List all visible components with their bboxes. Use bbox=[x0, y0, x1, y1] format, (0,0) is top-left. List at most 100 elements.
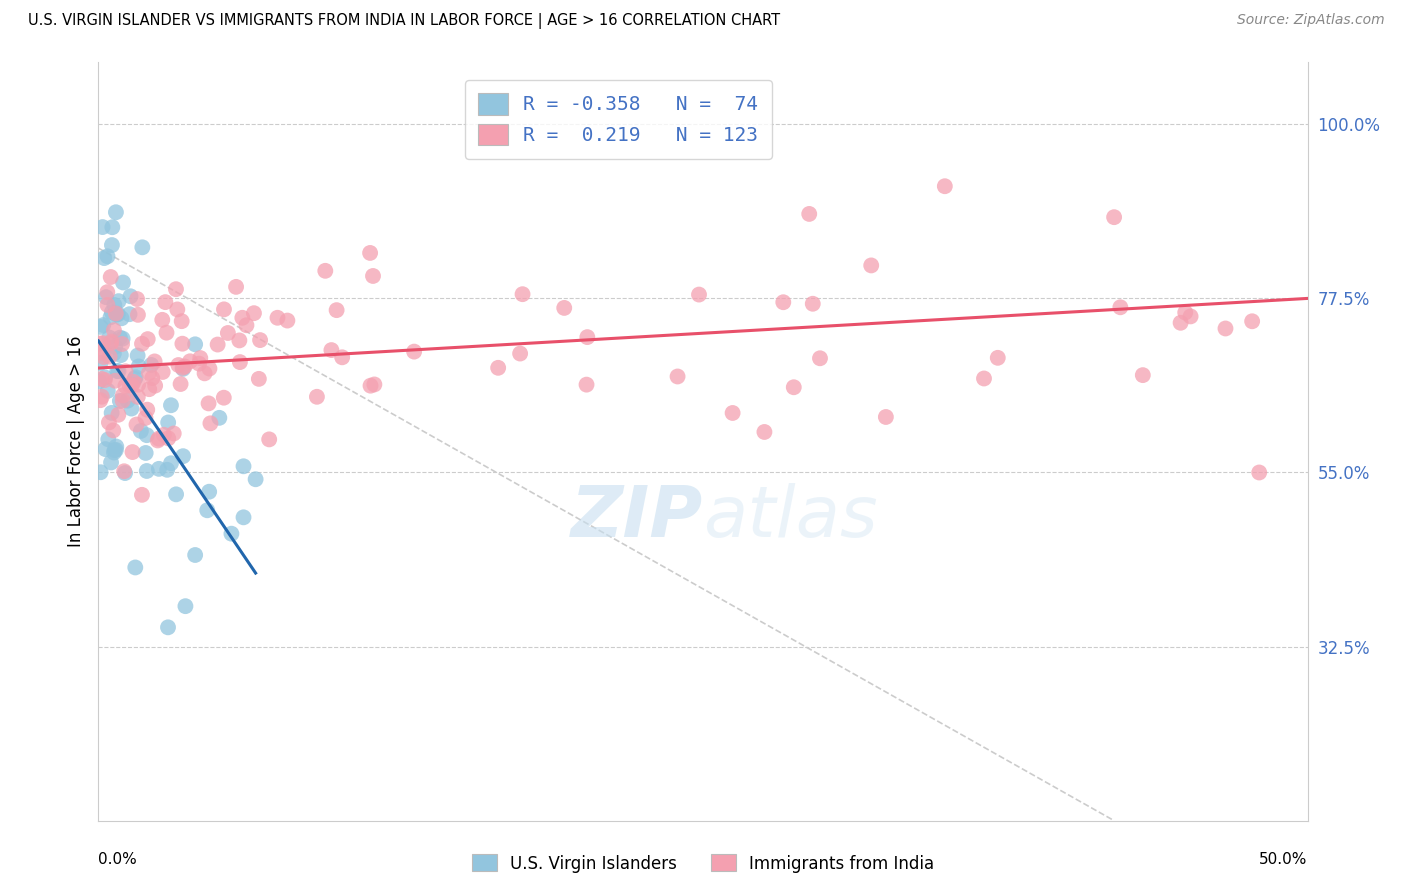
Point bbox=[114, 364, 136, 378]
Point bbox=[108, 331, 131, 345]
Point bbox=[553, 301, 575, 315]
Point bbox=[125, 370, 148, 384]
Point bbox=[89, 393, 111, 408]
Point bbox=[875, 409, 897, 424]
Point bbox=[325, 303, 347, 318]
Point bbox=[257, 433, 280, 447]
Point bbox=[117, 393, 139, 408]
Text: ZIP: ZIP bbox=[571, 483, 703, 552]
Point bbox=[136, 332, 159, 346]
Point bbox=[314, 264, 336, 278]
Point bbox=[143, 354, 166, 368]
Point bbox=[157, 620, 180, 634]
Point bbox=[188, 357, 211, 371]
Point bbox=[107, 294, 129, 309]
Point bbox=[166, 302, 188, 317]
Text: atlas: atlas bbox=[703, 483, 877, 552]
Point bbox=[232, 459, 254, 474]
Text: Source: ZipAtlas.com: Source: ZipAtlas.com bbox=[1237, 13, 1385, 28]
Point bbox=[125, 417, 148, 432]
Point bbox=[575, 377, 598, 392]
Point bbox=[799, 207, 821, 221]
Text: U.S. VIRGIN ISLANDER VS IMMIGRANTS FROM INDIA IN LABOR FORCE | AGE > 16 CORRELAT: U.S. VIRGIN ISLANDER VS IMMIGRANTS FROM … bbox=[28, 13, 780, 29]
Point bbox=[120, 289, 142, 303]
Point bbox=[184, 548, 207, 562]
Point bbox=[486, 360, 509, 375]
Point bbox=[152, 365, 174, 379]
Point bbox=[105, 364, 128, 378]
Point bbox=[103, 323, 125, 337]
Point bbox=[801, 297, 824, 311]
Point bbox=[103, 445, 125, 459]
Point bbox=[165, 282, 187, 296]
Point bbox=[359, 246, 381, 260]
Point bbox=[134, 411, 156, 425]
Point bbox=[122, 375, 145, 389]
Point bbox=[155, 326, 177, 340]
Point bbox=[94, 442, 117, 456]
Point bbox=[90, 390, 112, 404]
Point bbox=[105, 440, 128, 454]
Point bbox=[141, 371, 163, 385]
Point bbox=[93, 350, 115, 364]
Point bbox=[153, 427, 176, 442]
Point bbox=[103, 298, 125, 312]
Point bbox=[124, 372, 146, 386]
Point bbox=[148, 462, 170, 476]
Point bbox=[772, 295, 794, 310]
Point bbox=[131, 488, 153, 502]
Point bbox=[146, 434, 169, 448]
Point bbox=[172, 360, 194, 375]
Point bbox=[143, 378, 166, 392]
Point bbox=[235, 318, 257, 333]
Point bbox=[172, 449, 194, 463]
Point bbox=[91, 318, 114, 332]
Point bbox=[118, 307, 141, 321]
Point bbox=[172, 361, 194, 376]
Point bbox=[157, 416, 180, 430]
Point bbox=[221, 526, 243, 541]
Point bbox=[1174, 305, 1197, 319]
Point bbox=[360, 378, 382, 392]
Point bbox=[231, 310, 253, 325]
Point bbox=[404, 344, 426, 359]
Point bbox=[207, 337, 229, 351]
Point bbox=[808, 351, 831, 366]
Point bbox=[129, 424, 152, 438]
Point bbox=[157, 431, 180, 445]
Point bbox=[150, 313, 173, 327]
Point bbox=[125, 292, 148, 306]
Point bbox=[111, 332, 134, 346]
Point bbox=[141, 358, 163, 372]
Point bbox=[1109, 300, 1132, 314]
Point bbox=[97, 433, 120, 447]
Point bbox=[321, 343, 343, 357]
Point bbox=[754, 425, 776, 439]
Point bbox=[169, 377, 191, 392]
Point bbox=[90, 465, 112, 479]
Point bbox=[91, 336, 114, 351]
Y-axis label: In Labor Force | Age > 16: In Labor Force | Age > 16 bbox=[66, 335, 84, 548]
Point bbox=[108, 393, 131, 408]
Point bbox=[104, 306, 127, 320]
Point bbox=[100, 334, 122, 349]
Text: 50.0%: 50.0% bbox=[1260, 852, 1308, 867]
Point bbox=[131, 336, 153, 351]
Point bbox=[212, 302, 235, 317]
Point bbox=[987, 351, 1010, 365]
Point bbox=[1249, 466, 1271, 480]
Point bbox=[198, 361, 221, 376]
Point bbox=[94, 370, 117, 384]
Point bbox=[783, 380, 806, 394]
Point bbox=[107, 364, 129, 378]
Point bbox=[112, 276, 135, 290]
Point bbox=[138, 366, 160, 380]
Point bbox=[101, 220, 124, 235]
Point bbox=[135, 464, 157, 478]
Point bbox=[179, 354, 201, 368]
Point bbox=[163, 426, 186, 441]
Legend: R = -0.358   N =  74, R =  0.219   N = 123: R = -0.358 N = 74, R = 0.219 N = 123 bbox=[465, 79, 772, 159]
Point bbox=[103, 443, 125, 458]
Point bbox=[96, 249, 118, 263]
Point bbox=[155, 295, 177, 310]
